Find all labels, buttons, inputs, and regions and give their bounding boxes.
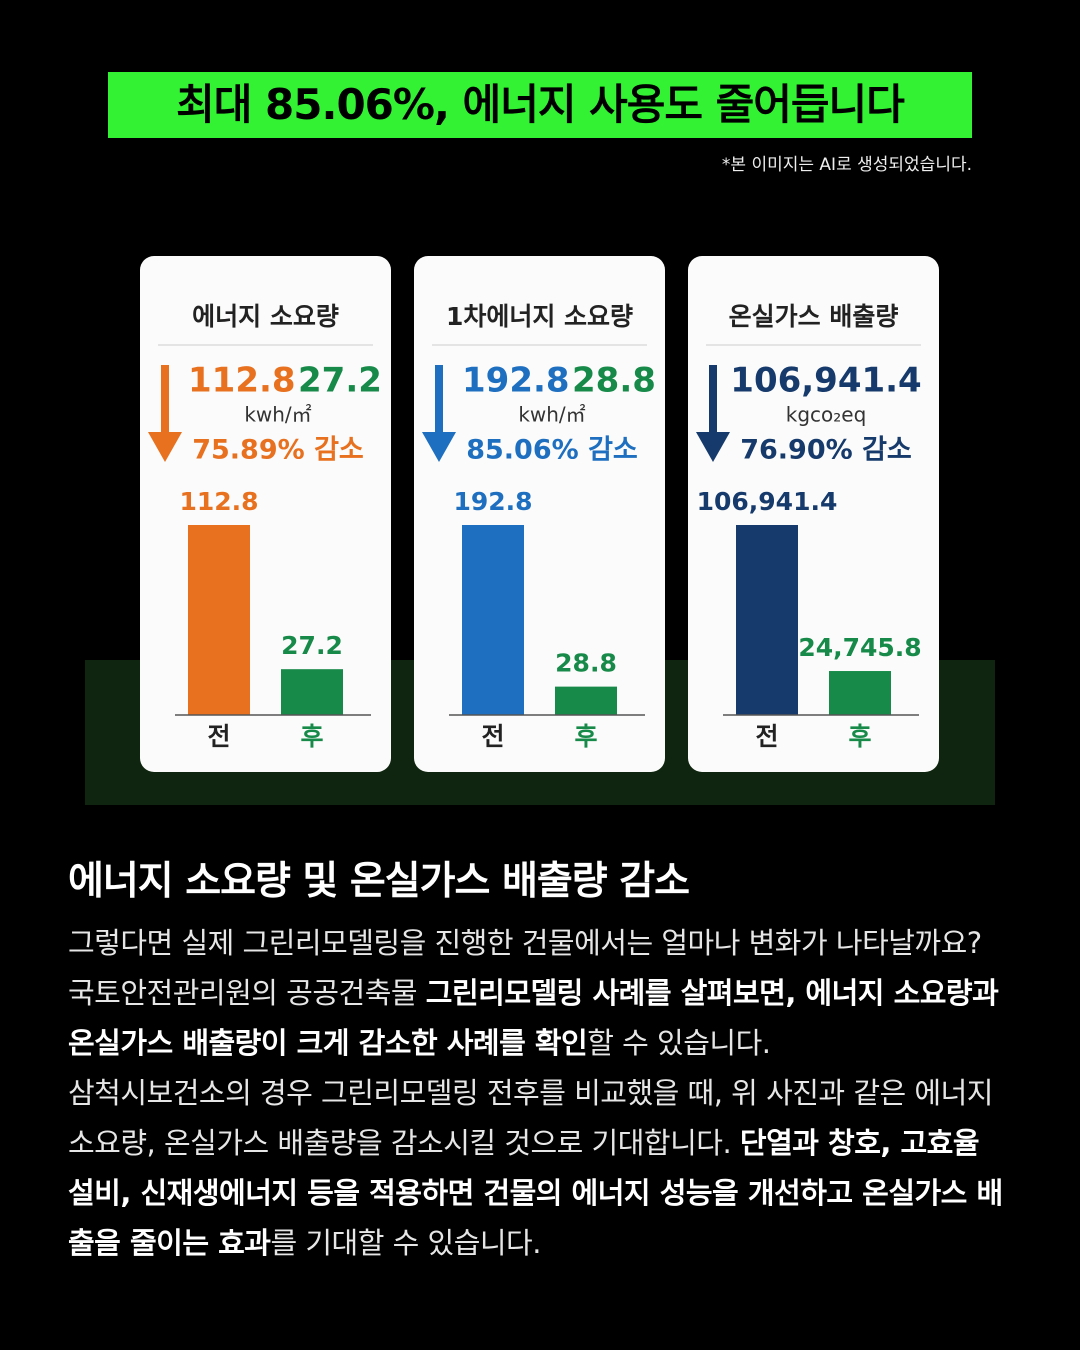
headline-value: 27.2 [298,361,382,401]
text: 할 수 있습니다. [587,1026,771,1060]
value-label: 192.8 [453,487,532,516]
headline-value: 112.8 [188,361,296,401]
bar [462,525,524,715]
text: 그렇다면 실제 그린리모델링을 진행한 건물에서는 얼마나 변화가 나타날까요?… [68,926,982,1010]
category-label: 전 [755,722,778,751]
headline-value: 192.8 [462,361,570,401]
value-label: 27.2 [281,631,343,660]
reduction: 75.89% 감소 [192,435,364,466]
card [140,256,391,772]
reduction: 76.90% 감소 [740,435,912,466]
arrow-head [696,432,730,462]
category-label: 후 [848,722,871,751]
category-label: 후 [574,722,597,751]
paragraph: 그렇다면 실제 그린리모델링을 진행한 건물에서는 얼마나 변화가 나타날까요?… [68,918,1013,1068]
bar [555,686,617,715]
text: 를 기대할 수 있습니다. [270,1226,541,1260]
ai-note: *본 이미지는 AI로 생성되었습니다. [721,155,972,175]
category-label: 후 [300,722,323,751]
card-title: 1차에너지 소요량 [446,302,633,331]
reduction: 85.06% 감소 [466,435,638,466]
category-label: 전 [207,722,230,751]
unit: kgco₂eq [786,403,867,427]
text: 삼척시보건소의 경우 그린리모델링 전후를 비교했을 때, 위 사진과 같은 에… [68,1076,993,1160]
bold-text: 그린리모델링 사례를 살펴보면, 에너지 소요량과 온실가스 배출량이 크게 감… [68,976,999,1060]
heading: 에너지 소요량 및 온실가스 배출량 감소 [68,859,690,904]
headline: 최대 85.06%, 에너지 사용도 줄어듭니다 [108,72,972,138]
arrow-head [148,432,182,462]
category-label: 전 [481,722,504,751]
value-label: 106,941.4 [697,487,838,516]
headline-value: 106,941.4 [730,361,921,401]
body: 에너지 소요량 및 온실가스 배출량 감소 그렇다면 실제 그린리모델링을 진행… [68,850,1013,1268]
card [414,256,665,772]
bar [829,671,891,715]
card-title: 온실가스 배출량 [729,302,899,331]
card-title: 에너지 소요량 [192,302,339,331]
headline-value: 28.8 [572,361,656,401]
arrow-head [422,432,456,462]
paragraph: 삼척시보건소의 경우 그린리모델링 전후를 비교했을 때, 위 사진과 같은 에… [68,1068,1013,1268]
bold-text: 단열과 창호, 고효율 설비, 신재생에너지 등을 적용하면 건물의 에너지 성… [68,1126,1003,1260]
value-label: 112.8 [179,487,258,516]
value-label: 28.8 [555,649,617,678]
bar [281,669,343,715]
bar [736,525,798,715]
unit: kwh/㎡ [244,403,311,427]
unit: kwh/㎡ [518,403,585,427]
bar [188,525,250,715]
value-label: 24,745.8 [798,633,921,662]
